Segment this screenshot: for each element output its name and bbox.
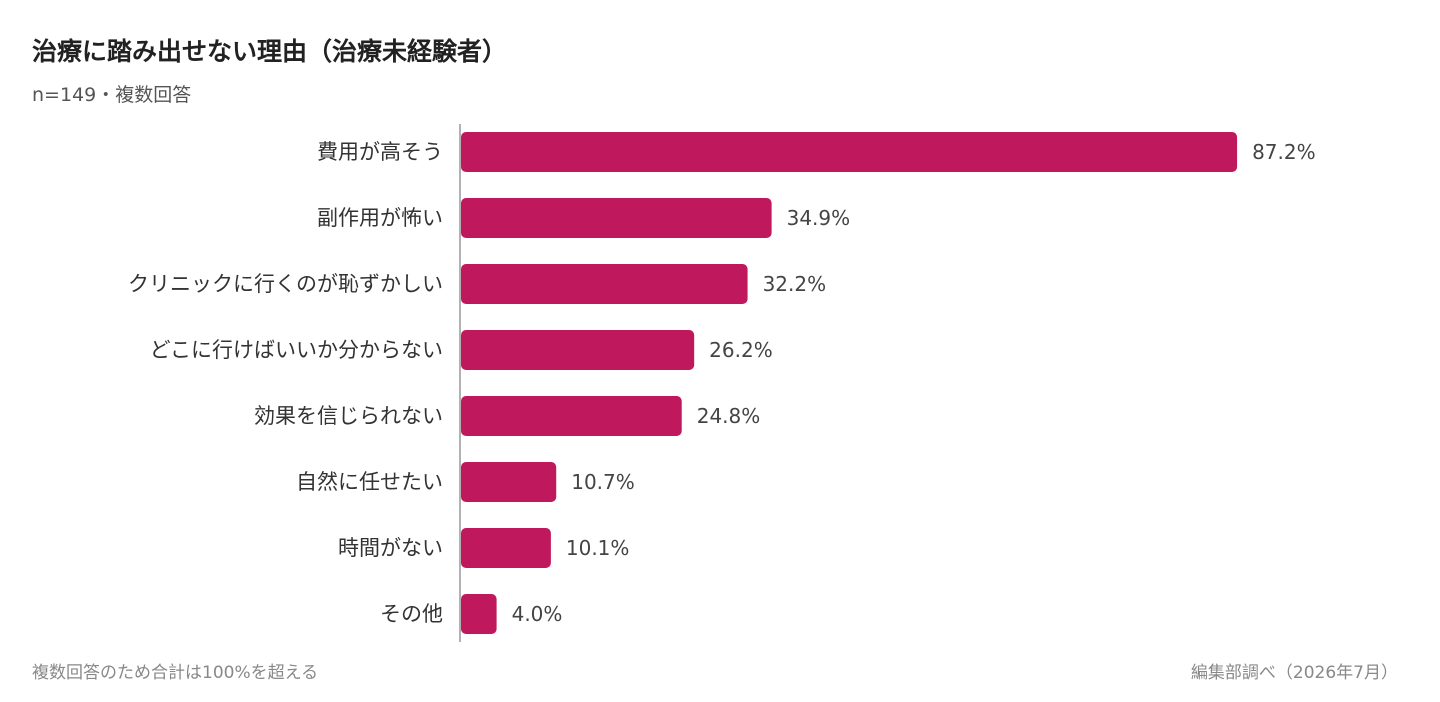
category-label: 時間がない: [338, 536, 443, 560]
value-label: 34.9%: [787, 206, 851, 230]
bar: [461, 594, 497, 634]
category-label: 費用が高そう: [317, 140, 443, 164]
bar: [461, 132, 1238, 172]
bar: [461, 264, 748, 304]
category-label: どこに行けばいいか分からない: [150, 338, 443, 362]
bar: [461, 198, 772, 238]
value-label: 24.8%: [697, 404, 761, 428]
bar: [461, 462, 557, 502]
value-label: 10.1%: [566, 536, 630, 560]
source-note: 編集部調べ（2026年7月）: [1190, 663, 1398, 683]
value-label: 4.0%: [512, 602, 563, 626]
value-label: 87.2%: [1252, 140, 1316, 164]
category-label: その他: [380, 602, 443, 626]
footnote: 複数回答のため合計は100%を超える: [32, 663, 319, 683]
bar: [461, 528, 551, 568]
category-label: 自然に任せたい: [296, 470, 443, 494]
chart-title: 治療に踏み出せない理由（治療未経験者）: [32, 37, 508, 66]
bars-group: 費用が高そう 87.2% 副作用が怖い 34.9% クリニックに行くのが恥ずかしい 32.…: [128, 132, 1316, 634]
bar: [461, 330, 695, 370]
chart-subtitle: n=149・複数回答: [32, 84, 192, 106]
category-label: 副作用が怖い: [317, 206, 443, 230]
category-label: 効果を信じられない: [254, 404, 443, 428]
value-label: 26.2%: [709, 338, 773, 362]
value-label: 32.2%: [763, 272, 827, 296]
category-label: クリニックに行くのが恥ずかしい: [128, 272, 443, 296]
value-label: 10.7%: [571, 470, 635, 494]
bar: [461, 396, 682, 436]
